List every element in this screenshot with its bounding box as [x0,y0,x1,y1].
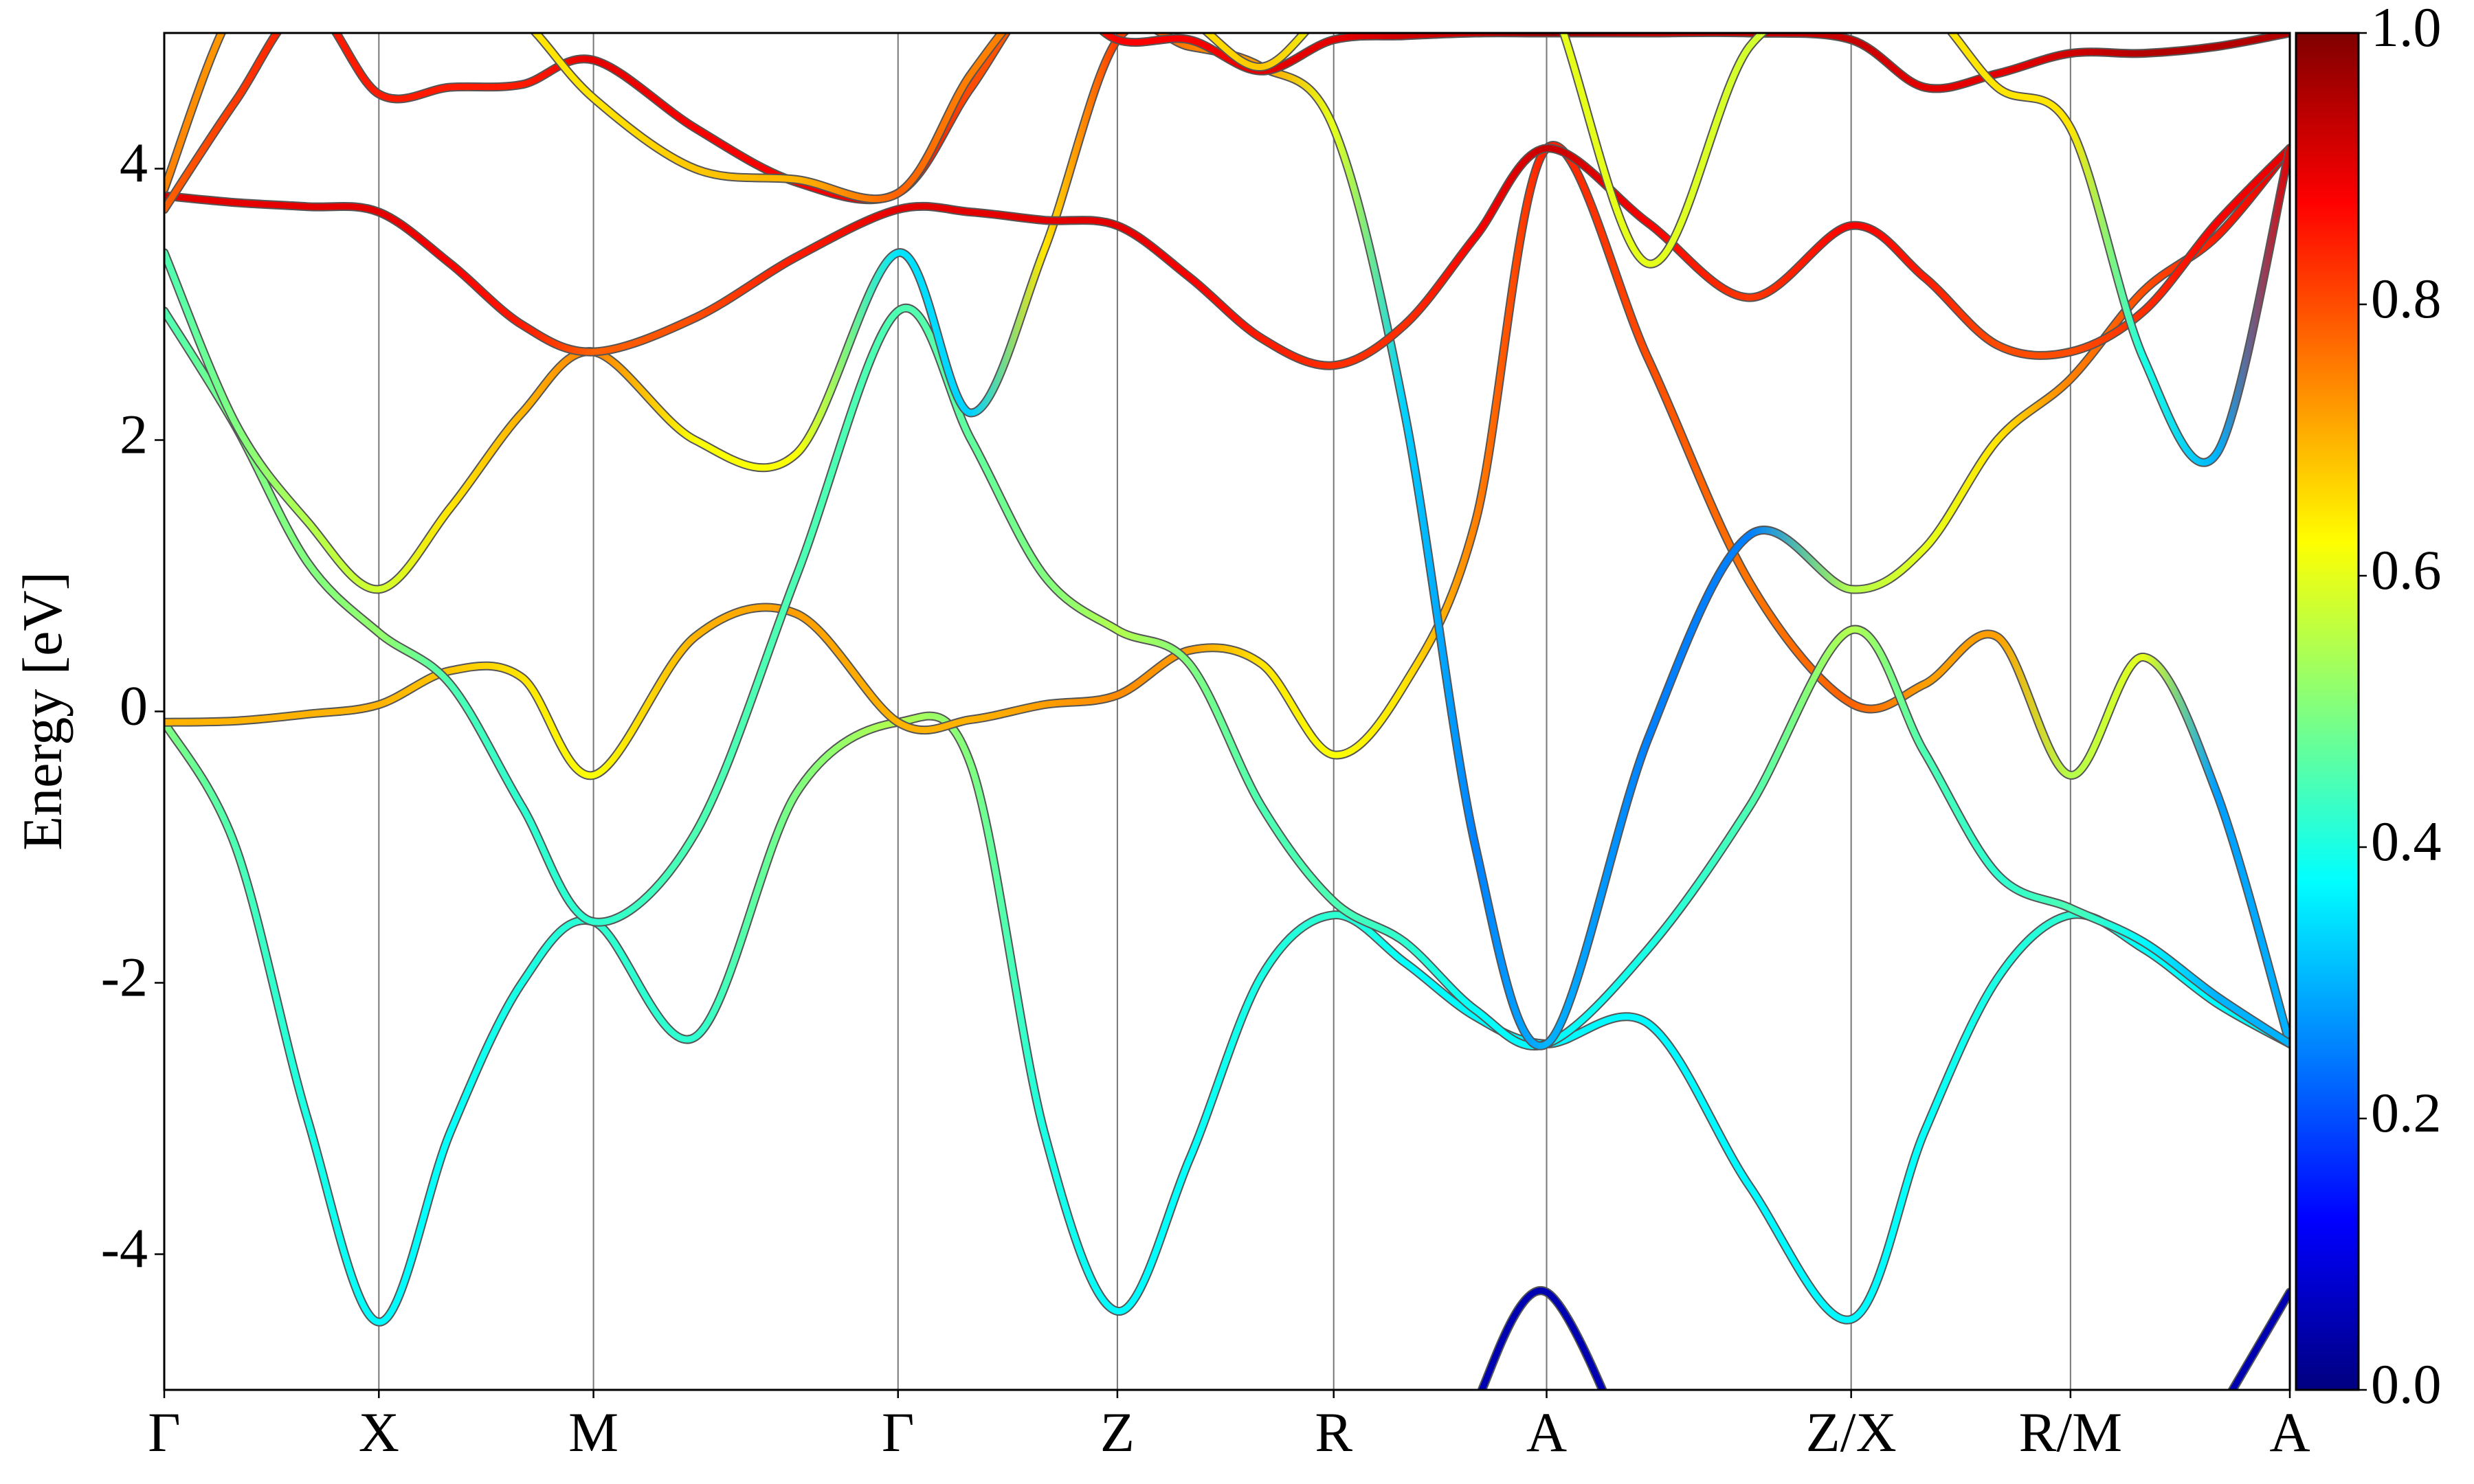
band-outline [164,33,2290,214]
band [164,305,2290,1050]
y-tick-label: 4 [120,131,148,194]
band-outline [164,304,2290,1051]
x-tick-label: R/M [2019,1401,2122,1463]
band-outline [164,144,2290,370]
colorbar-tick-label: 1.0 [2371,0,2442,58]
x-tick-label: M [568,1401,618,1463]
y-tick-label: -2 [101,945,148,1008]
band [164,33,2290,213]
band-outline [164,33,2290,467]
colorbar [2295,32,2360,1391]
x-tick-label: R [1315,1401,1352,1463]
band [164,33,2290,1049]
colorbar-tick-label: 0.6 [2371,539,2442,601]
y-axis-label: Energy [eV] [11,572,74,851]
colorbar-tick-label: 0.0 [2371,1353,2442,1415]
band [164,142,2290,1047]
band [164,145,2290,369]
y-tick-label: 2 [120,403,148,465]
colorbar-tick-label: 0.4 [2371,810,2442,873]
x-tick-label: Γ [882,1401,914,1463]
x-tick-label: A [2269,1401,2310,1463]
x-tick-label: A [1526,1401,1567,1463]
x-tick-label: X [359,1401,399,1463]
colorbar-tick-label: 0.2 [2371,1081,2442,1144]
colorbar-tick-label: 0.8 [2371,267,2442,330]
x-tick-label: Z/X [1806,1401,1897,1463]
band [164,712,2290,1325]
x-tick-label: Γ [148,1401,180,1463]
band-outline [164,141,2290,1048]
x-tick-label: Z [1100,1401,1135,1463]
plot-frame [163,32,2291,1391]
y-tick-label: 0 [120,674,148,737]
y-tick-label: -4 [101,1217,148,1279]
band [164,33,2290,466]
band-outline [164,33,2290,1050]
band-outline [164,711,2290,1327]
bands [164,33,2290,1390]
band [1478,1288,2290,1390]
